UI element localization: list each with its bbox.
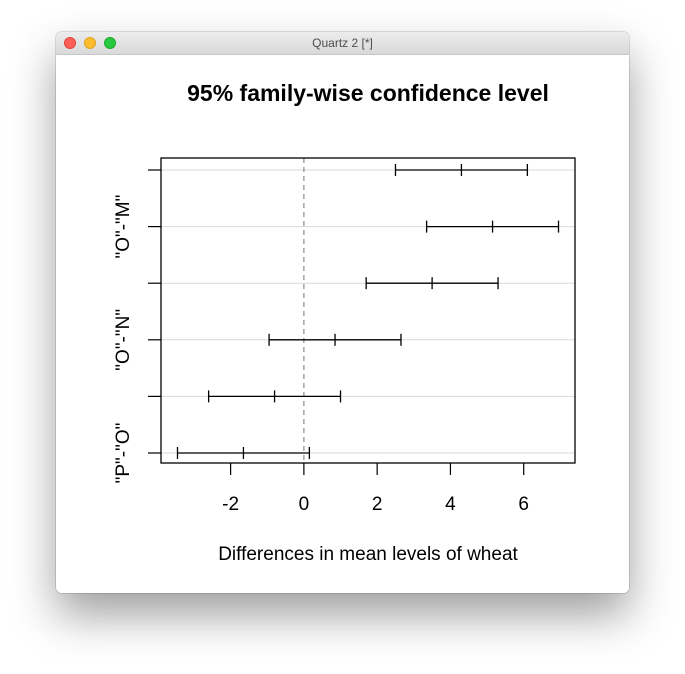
- x-tick-label: 6: [518, 494, 529, 515]
- window-title: Quartz 2 [*]: [312, 36, 373, 50]
- x-tick-label: 0: [299, 494, 310, 515]
- tukey-chart: "O"-"M" "O"-"N" "P"-"O" -2 0 2 4 6 95% family-wi…: [113, 80, 576, 565]
- y-tick-label: "P"-"O": [113, 423, 134, 484]
- zoom-window-button[interactable]: [104, 37, 116, 49]
- close-window-button[interactable]: [64, 37, 76, 49]
- x-tick-label: 2: [372, 494, 383, 515]
- x-tick-label: -2: [222, 494, 239, 515]
- y-tick-label: "O"-"M": [113, 195, 134, 259]
- plot-frame: [160, 157, 576, 464]
- y-tick-label: "O"-"N": [113, 309, 134, 371]
- quartz-window: Quartz 2 [*] "O"-"M" "O"-"N" "P"-"O" -2 0 2 4 6…: [56, 32, 629, 593]
- plot-area: "O"-"M" "O"-"N" "P"-"O" -2 0 2 4 6 95% family-wi…: [56, 55, 629, 593]
- x-axis-label: Differences in mean levels of wheat: [218, 544, 518, 565]
- window-titlebar[interactable]: Quartz 2 [*]: [56, 32, 629, 55]
- x-tick-label: 4: [445, 494, 456, 515]
- minimize-window-button[interactable]: [84, 37, 96, 49]
- chart-title: 95% family-wise confidence level: [187, 80, 549, 106]
